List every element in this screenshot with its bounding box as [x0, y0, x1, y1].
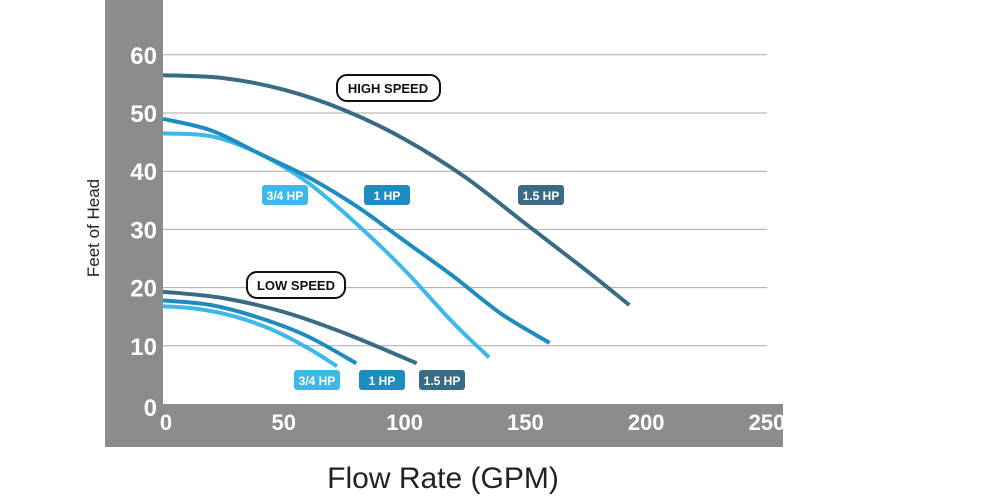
- tag-low-1-5-hp-text: 1.5 HP: [424, 374, 461, 388]
- x-tick-250: 250: [749, 410, 786, 435]
- tag-low-3-4-hp-text: 3/4 HP: [299, 374, 336, 388]
- x-tick-0: 0: [160, 410, 172, 435]
- x-axis-label: Flow Rate (GPM): [327, 462, 559, 495]
- high-speed-label: HIGH SPEED: [336, 74, 441, 102]
- tag-high-1-hp-box: [364, 185, 410, 205]
- curve-high-3-4-hp: [162, 131, 491, 359]
- curves: [162, 73, 631, 368]
- x-tick-labels: 0 50 100 150 200 250: [160, 410, 785, 435]
- tag-high-3-4-hp-text: 3/4 HP: [267, 189, 304, 203]
- x-tick-150: 150: [507, 410, 544, 435]
- y-tick-30: 30: [130, 217, 157, 244]
- x-tick-50: 50: [272, 410, 296, 435]
- y-axis-label: Feet of Head: [84, 179, 103, 277]
- tag-high-1-5-hp-box: [518, 185, 564, 205]
- curve-high-1-hp: [162, 116, 551, 345]
- tag-low-1-hp-box: [359, 370, 405, 390]
- y-tick-60: 60: [130, 43, 157, 70]
- tag-low-3-4-hp-box: [294, 370, 340, 390]
- x-tick-200: 200: [628, 410, 665, 435]
- tag-low-3-4-hp: 3/4 HP: [294, 370, 340, 390]
- tag-high-3-4-hp: 3/4 HP: [262, 185, 308, 205]
- tag-low-1-5-hp-box: [419, 370, 465, 390]
- high-speed-text: HIGH SPEED: [348, 81, 428, 96]
- tag-high-3-4-hp-box: [262, 185, 308, 205]
- tag-low-1-hp-text: 1 HP: [369, 374, 396, 388]
- y-tick-50: 50: [130, 101, 157, 128]
- tag-high-1-hp-text: 1 HP: [374, 189, 401, 203]
- curve-low-3-4-hp: [162, 304, 339, 368]
- curve-low-1-5-hp: [162, 289, 418, 366]
- curve-high-1-5-hp: [162, 73, 631, 307]
- y-tick-labels: 0 10 20 30 40 50 60: [130, 43, 157, 422]
- low-speed-label: LOW SPEED: [246, 271, 346, 299]
- tag-low-1-hp: 1 HP: [359, 370, 405, 390]
- curve-low-1-hp: [162, 298, 358, 366]
- tag-low-1-5-hp: 1.5 HP: [419, 370, 465, 390]
- tag-high-1-5-hp: 1.5 HP: [518, 185, 564, 205]
- tag-high-1-5-hp-text: 1.5 HP: [523, 189, 560, 203]
- y-tick-40: 40: [130, 159, 157, 186]
- tag-high-1-hp: 1 HP: [364, 185, 410, 205]
- x-tick-100: 100: [386, 410, 423, 435]
- y-tick-10: 10: [130, 334, 157, 361]
- y-tick-0: 0: [144, 395, 157, 422]
- y-tick-20: 20: [130, 276, 157, 303]
- low-speed-text: LOW SPEED: [257, 278, 335, 293]
